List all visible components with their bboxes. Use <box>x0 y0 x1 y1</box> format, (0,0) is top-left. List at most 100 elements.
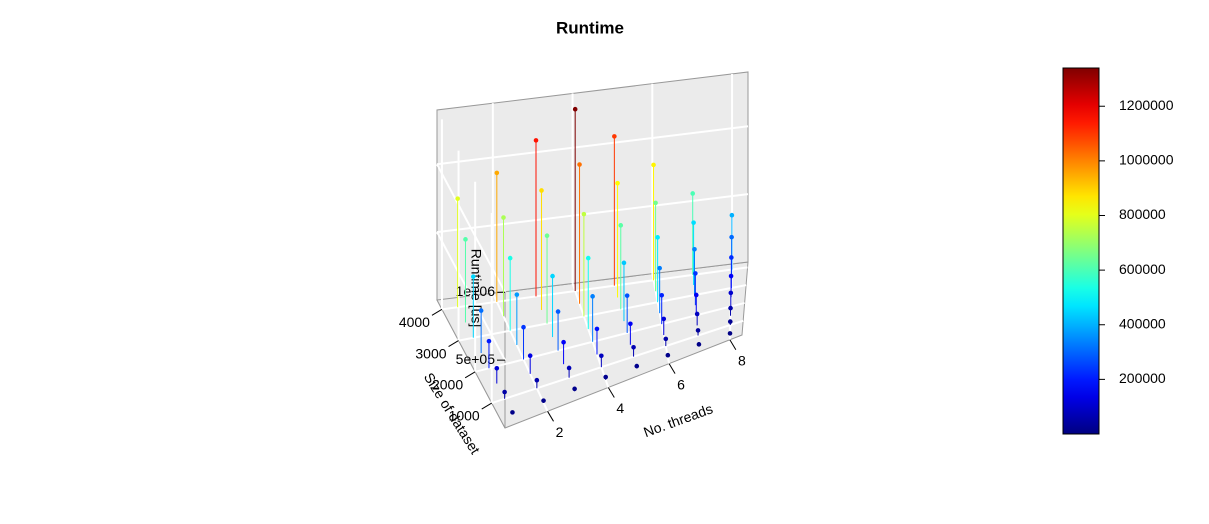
point <box>659 292 665 298</box>
point <box>628 321 633 327</box>
colorbar-tick-label: 400000 <box>1119 315 1166 331</box>
point <box>561 339 566 345</box>
point <box>539 188 544 193</box>
point <box>634 363 640 369</box>
x-tick <box>547 411 554 422</box>
point <box>507 255 513 261</box>
grid-line <box>571 283 610 388</box>
point <box>527 353 533 359</box>
point <box>534 377 540 383</box>
colorbar-tick-label: 1200000 <box>1119 97 1174 113</box>
grid-line <box>436 231 506 361</box>
point <box>653 200 658 206</box>
point <box>729 212 735 218</box>
grid-line <box>491 319 744 404</box>
point <box>594 326 600 332</box>
point <box>694 311 700 317</box>
point <box>478 308 484 313</box>
x-tick <box>668 363 676 374</box>
y-tick <box>464 371 476 379</box>
y-tick <box>448 340 459 348</box>
y-tick <box>431 308 443 316</box>
colorbar-tick-label: 200000 <box>1119 370 1166 386</box>
point <box>655 235 660 240</box>
point <box>728 290 734 296</box>
point <box>581 211 587 217</box>
point <box>693 271 698 276</box>
point <box>555 309 561 314</box>
point <box>599 353 604 359</box>
point <box>502 389 507 395</box>
point <box>618 223 624 228</box>
point <box>615 180 620 186</box>
point <box>661 316 667 322</box>
point <box>471 274 476 279</box>
point <box>612 134 617 139</box>
point <box>729 234 734 240</box>
point <box>693 292 699 298</box>
y-tick <box>481 402 492 410</box>
point <box>663 336 669 342</box>
colorbar <box>1062 67 1100 435</box>
point <box>603 374 608 380</box>
point <box>533 138 539 143</box>
point <box>621 260 627 266</box>
colorbar-tick-label: 600000 <box>1119 261 1166 277</box>
chart-title: Runtime <box>556 18 624 37</box>
point <box>651 162 656 168</box>
point <box>590 294 595 299</box>
back-panel <box>436 71 749 301</box>
point <box>521 324 526 330</box>
point <box>494 365 500 371</box>
point <box>624 293 630 298</box>
grid-line <box>436 163 506 293</box>
x-tick-label: 4 <box>616 400 624 416</box>
x-tick-label: 2 <box>556 424 564 440</box>
point <box>692 246 697 252</box>
grid-line <box>491 292 549 412</box>
point <box>657 265 662 271</box>
point <box>727 319 733 324</box>
grid-line <box>436 193 749 234</box>
point <box>544 233 550 239</box>
x-tick-label: 6 <box>677 376 685 392</box>
point <box>728 273 734 279</box>
point <box>501 215 506 220</box>
point <box>728 305 733 311</box>
point <box>486 338 492 344</box>
point <box>727 331 733 336</box>
point <box>585 255 591 261</box>
point <box>577 162 582 167</box>
x-tick <box>607 387 615 398</box>
y-tick-label: 2000 <box>432 377 463 393</box>
point <box>695 328 701 333</box>
x-tick <box>729 339 737 351</box>
point <box>665 352 671 358</box>
point <box>572 386 577 392</box>
grid-line <box>436 125 749 166</box>
grid-line <box>474 301 745 373</box>
point <box>631 344 636 350</box>
colorbar-tick-label: 800000 <box>1119 206 1166 222</box>
point <box>696 342 702 347</box>
x-tick-label: 8 <box>738 352 746 368</box>
colorbar-tick-label: 1000000 <box>1119 152 1174 168</box>
point <box>455 196 460 201</box>
y-tick-label: 3000 <box>415 345 446 361</box>
point <box>550 273 555 279</box>
point <box>691 220 696 225</box>
y-tick-label: 1000 <box>449 408 480 424</box>
point <box>729 255 734 260</box>
point <box>510 410 515 415</box>
point <box>690 191 696 196</box>
point <box>514 292 520 297</box>
x-axis-label: No. threads <box>641 400 714 440</box>
point <box>463 237 468 242</box>
point <box>494 170 500 176</box>
point <box>572 106 578 112</box>
z-tick-label: 5e+05 <box>456 351 496 367</box>
z-axis-label: Runtime [us] <box>468 249 484 328</box>
point <box>541 398 546 403</box>
point <box>566 365 572 371</box>
